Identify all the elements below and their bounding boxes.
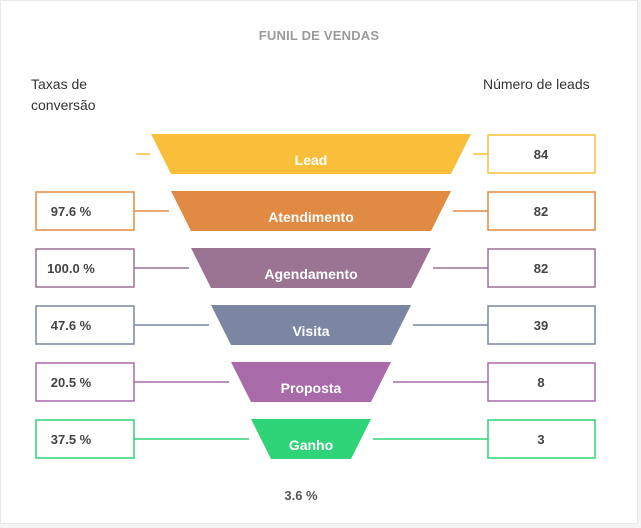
funnel-segment-atendimento [171,191,451,231]
value-label-visita: 39 [534,318,548,333]
value-box-lead [487,134,596,174]
funnel-segment-visita [211,305,411,345]
funnel-segment-ganho [251,419,371,459]
rate-box-ganho [35,419,135,459]
conversion-rates-header: Taxas de conversão [31,76,96,113]
value-label-agendamento: 82 [534,261,548,276]
rate-box-visita [35,305,135,345]
rate-label-ganho: 37.5 % [51,432,92,447]
rate-label-agendamento: 100.0 % [47,261,95,276]
funnel-label-ganho: Ganho [289,437,333,453]
rate-label-visita: 47.6 % [51,318,92,333]
value-label-lead: 84 [534,147,549,162]
value-box-ganho [487,419,596,459]
value-label-proposta: 8 [537,375,544,390]
funnel-label-atendimento: Atendimento [268,209,354,225]
funnel-label-proposta: Proposta [281,380,342,396]
lead-count-header: Número de leads [483,76,590,92]
rate-label-atendimento: 97.6 % [51,204,92,219]
funnel-segment-proposta [231,362,391,402]
funnel-label-agendamento: Agendamento [264,266,357,282]
value-box-agendamento [487,248,596,288]
value-label-atendimento: 82 [534,204,548,219]
chart-title: FUNIL DE VENDAS [258,28,380,43]
value-box-proposta [487,362,596,402]
funnel-segment-lead [151,134,471,174]
value-box-atendimento [487,191,596,231]
value-box-visita [487,305,596,345]
funnel-label-lead: Lead [295,152,328,168]
rate-box-atendimento [35,191,135,231]
funnel-segment-agendamento [191,248,431,288]
value-label-ganho: 3 [537,432,544,447]
rate-box-proposta [35,362,135,402]
rate-box-agendamento [35,248,135,288]
rate-label-proposta: 20.5 % [51,375,92,390]
overall-conversion-rate: 3.6 % [284,488,318,503]
funnel-label-visita: Visita [292,323,329,339]
